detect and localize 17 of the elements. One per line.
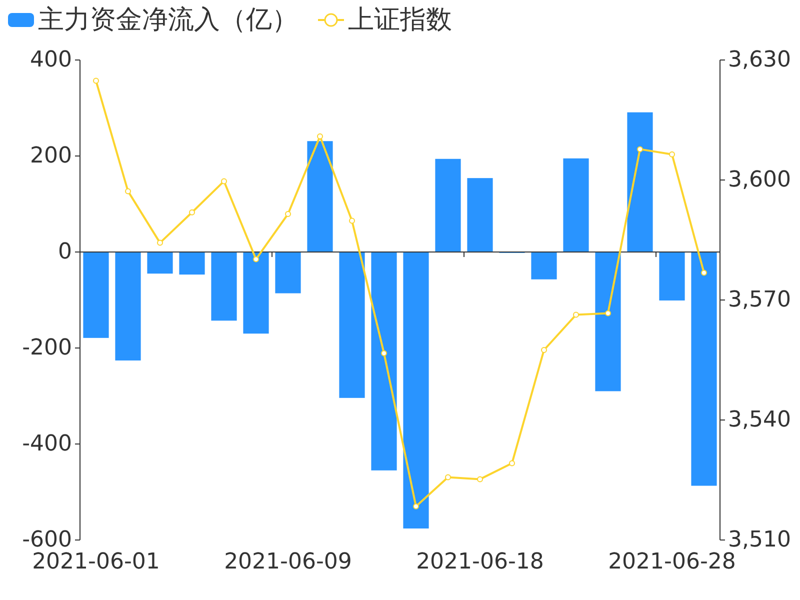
y-tick-label: 200 xyxy=(30,144,72,168)
y-tick-label: -200 xyxy=(22,336,72,360)
x-tick-label: 2021-06-09 xyxy=(224,550,352,574)
y-tick-label: 400 xyxy=(30,48,72,72)
y-tick-label: -400 xyxy=(22,432,72,456)
y-tick-label: -600 xyxy=(22,528,72,552)
y-tick-label: 0 xyxy=(58,240,72,264)
y2-tick-label: 3,630 xyxy=(728,48,791,72)
x-tick-label: 2021-06-28 xyxy=(608,550,736,574)
y2-tick-label: 3,570 xyxy=(728,288,791,312)
y2-tick-label: 3,600 xyxy=(728,168,791,192)
x-tick-label: 2021-06-18 xyxy=(416,550,544,574)
legend-label: 上证指数 xyxy=(348,5,452,35)
y2-tick-label: 3,540 xyxy=(728,408,791,432)
y2-tick-label: 3,510 xyxy=(728,528,791,552)
legend-label: 主力资金净流入（亿） xyxy=(38,5,298,35)
x-tick-label: 2021-06-01 xyxy=(32,550,160,574)
